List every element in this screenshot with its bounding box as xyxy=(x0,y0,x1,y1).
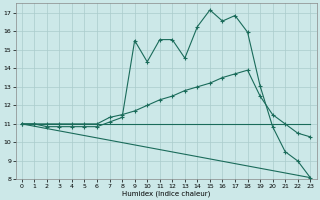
X-axis label: Humidex (Indice chaleur): Humidex (Indice chaleur) xyxy=(122,190,210,197)
